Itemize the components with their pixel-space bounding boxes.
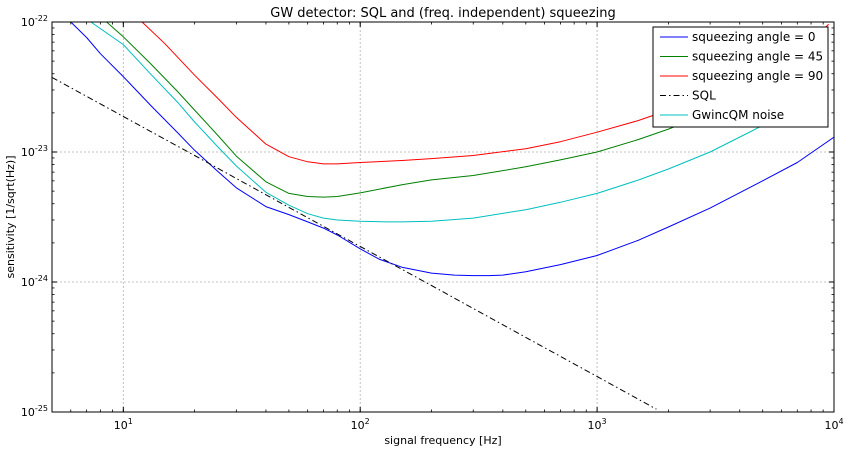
series-lines	[52, 22, 834, 410]
x-tick-label: 103	[588, 417, 607, 432]
y-tick-label: 10-25	[21, 404, 48, 419]
x-tick-exponent: 2	[365, 417, 370, 426]
series-line-4	[90, 22, 805, 223]
y-tick-base: 10	[21, 16, 35, 29]
y-tick-base: 10	[21, 276, 35, 289]
x-tick-base: 10	[114, 419, 128, 432]
y-tick-label: 10-23	[21, 144, 48, 159]
y-tick-exponent: -23	[35, 144, 48, 153]
x-tick-exponent: 4	[838, 417, 843, 426]
legend-label: squeezing angle = 90	[692, 69, 823, 83]
x-tick-exponent: 3	[602, 417, 607, 426]
x-tick-label: 104	[824, 417, 843, 432]
y-tick-exponent: -25	[35, 404, 48, 413]
grid	[52, 22, 834, 412]
legend-label: GwincQM noise	[692, 108, 784, 122]
y-tick-label: 10-24	[21, 274, 48, 289]
legend: squeezing angle = 0 squeezing angle = 45 s…	[652, 26, 829, 128]
legend-label: squeezing angle = 0	[692, 30, 816, 44]
y-tick-exponent: -24	[35, 274, 48, 283]
x-tick-base: 10	[351, 419, 365, 432]
y-tick-exponent: -22	[35, 14, 48, 23]
y-axis-label: sensitivity [1/sqrt(Hz)]	[4, 156, 17, 279]
plot-frame	[51, 21, 835, 413]
y-tick-base: 10	[21, 406, 35, 419]
series-line-3	[52, 76, 657, 410]
legend-label: squeezing angle = 45	[692, 50, 823, 64]
x-tick-exponent: 1	[128, 417, 133, 426]
legend-label: SQL	[692, 89, 716, 103]
y-tick-base: 10	[21, 146, 35, 159]
x-tick-base: 10	[824, 419, 838, 432]
chart-title: GW detector: SQL and (freq. independent)…	[270, 6, 615, 21]
x-tick-base: 10	[588, 419, 602, 432]
legend-box	[652, 26, 829, 128]
x-tick-label: 101	[114, 417, 133, 432]
x-axis-label: signal frequency [Hz]	[384, 434, 501, 447]
y-tick-label: 10-22	[21, 14, 48, 29]
series-line-0	[70, 22, 834, 277]
x-tick-label: 102	[351, 417, 370, 432]
series-line-1	[106, 22, 753, 198]
